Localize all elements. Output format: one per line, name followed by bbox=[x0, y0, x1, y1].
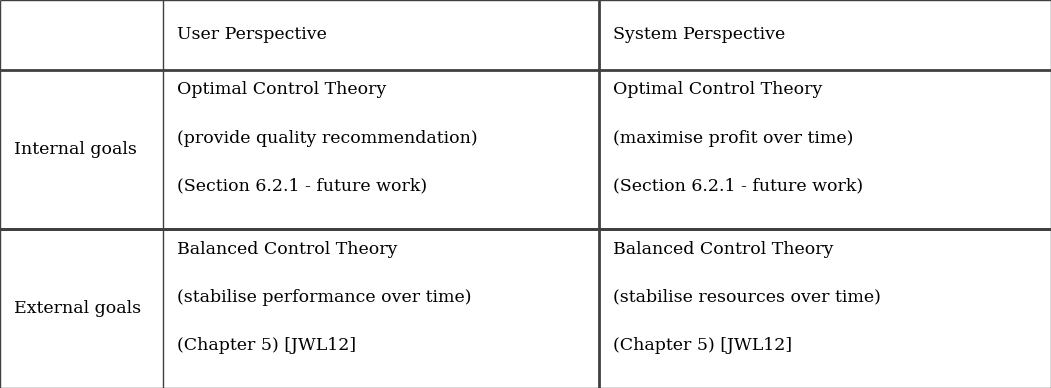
Text: (Section 6.2.1 - future work): (Section 6.2.1 - future work) bbox=[177, 178, 427, 195]
Text: Optimal Control Theory: Optimal Control Theory bbox=[613, 81, 822, 99]
Text: (Chapter 5) [JWL12]: (Chapter 5) [JWL12] bbox=[177, 337, 355, 354]
Text: Internal goals: Internal goals bbox=[14, 141, 137, 158]
Text: Balanced Control Theory: Balanced Control Theory bbox=[177, 241, 397, 258]
Text: (provide quality recommendation): (provide quality recommendation) bbox=[177, 130, 477, 147]
Text: (maximise profit over time): (maximise profit over time) bbox=[613, 130, 853, 147]
Text: User Perspective: User Perspective bbox=[177, 26, 327, 43]
Text: System Perspective: System Perspective bbox=[613, 26, 785, 43]
Text: (stabilise performance over time): (stabilise performance over time) bbox=[177, 289, 471, 306]
Text: External goals: External goals bbox=[14, 300, 141, 317]
Text: Optimal Control Theory: Optimal Control Theory bbox=[177, 81, 386, 99]
Text: (Chapter 5) [JWL12]: (Chapter 5) [JWL12] bbox=[613, 337, 791, 354]
Text: (stabilise resources over time): (stabilise resources over time) bbox=[613, 289, 881, 306]
Text: (Section 6.2.1 - future work): (Section 6.2.1 - future work) bbox=[613, 178, 863, 195]
Text: Balanced Control Theory: Balanced Control Theory bbox=[613, 241, 833, 258]
